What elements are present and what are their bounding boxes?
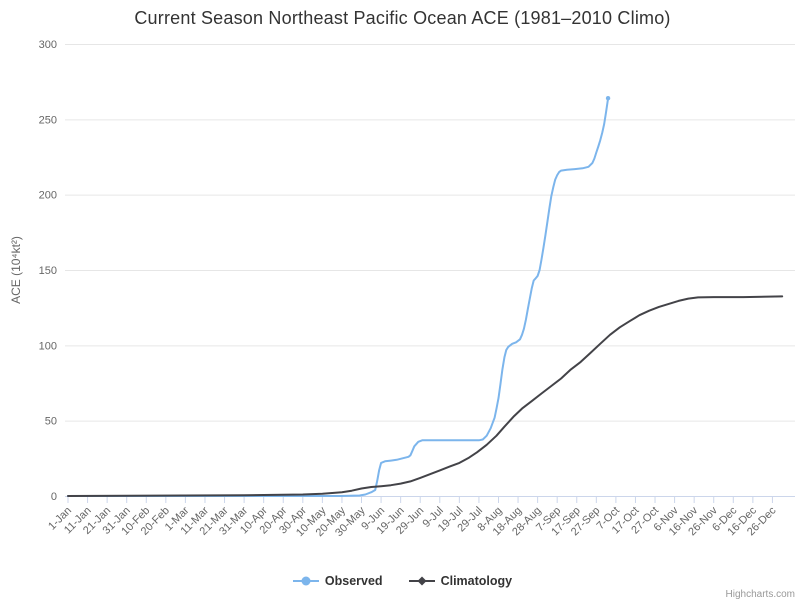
observed-line-marker-icon bbox=[292, 576, 319, 586]
y-axis-tick-label: 150 bbox=[39, 265, 57, 277]
y-axis-tick-label: 300 bbox=[39, 39, 57, 51]
y-axis-tick-label: 50 bbox=[45, 416, 57, 428]
climatology-line-marker-icon bbox=[408, 576, 435, 586]
observed-last-point-marker bbox=[605, 96, 611, 101]
credits-link[interactable]: Highcharts.com bbox=[725, 589, 795, 600]
legend-item-climatology[interactable]: Climatology bbox=[408, 574, 513, 588]
legend: Observed Climatology bbox=[0, 574, 805, 588]
y-axis-tick-label: 250 bbox=[39, 114, 57, 126]
legend-item-observed[interactable]: Observed bbox=[292, 574, 383, 588]
observed-series-line[interactable] bbox=[67, 97, 610, 497]
legend-label-observed: Observed bbox=[324, 574, 383, 588]
y-axis-tick-label: 100 bbox=[39, 340, 57, 352]
climatology-series-line[interactable] bbox=[67, 295, 784, 497]
legend-label-climatology: Climatology bbox=[440, 574, 513, 588]
y-axis-tick-label: 0 bbox=[51, 491, 57, 503]
chart-title: Current Season Northeast Pacific Ocean A… bbox=[134, 8, 671, 28]
y-axis-tick-label: 200 bbox=[39, 190, 57, 202]
